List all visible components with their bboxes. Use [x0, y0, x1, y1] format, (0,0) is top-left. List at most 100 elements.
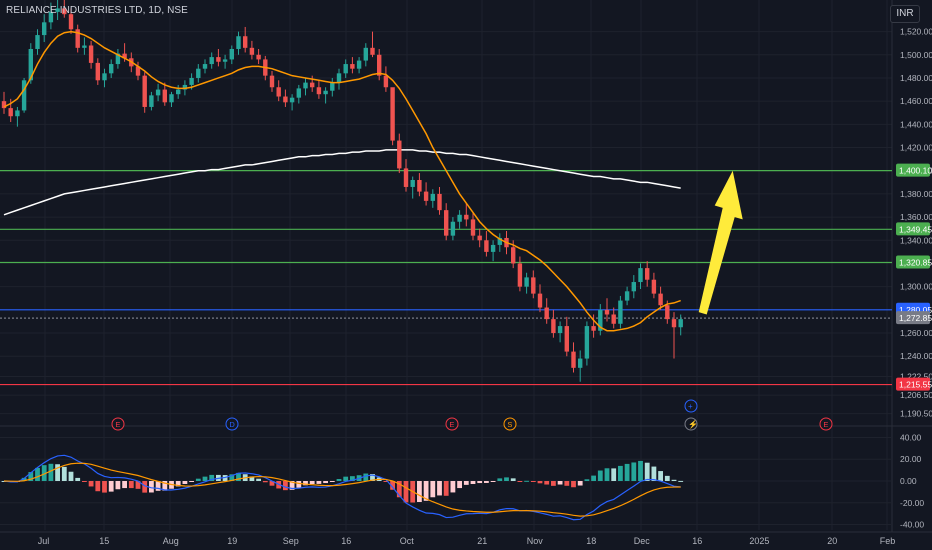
- y-tick-label: 1,460.00: [900, 96, 932, 106]
- event-marker-label: E: [115, 420, 120, 429]
- macd-bar: [296, 481, 302, 488]
- macd-bar: [463, 481, 469, 485]
- x-tick-label: Sep: [283, 536, 299, 546]
- macd-bar: [189, 481, 194, 482]
- macd-bar: [644, 462, 650, 481]
- upcoming-marker: [684, 399, 698, 413]
- candle: [423, 191, 429, 201]
- candle: [236, 36, 241, 49]
- candle: [21, 80, 27, 111]
- macd-bar: [95, 481, 101, 492]
- macd-bar: [128, 481, 134, 489]
- candle: [377, 54, 382, 76]
- macd-bar: [249, 476, 255, 481]
- macd-bar: [323, 481, 328, 484]
- candle: [403, 168, 409, 187]
- macd-bar: [658, 471, 663, 481]
- candle: [75, 29, 80, 48]
- candle: [497, 237, 502, 245]
- candle: [544, 307, 549, 320]
- macd-bar: [537, 481, 543, 484]
- candle: [618, 300, 623, 324]
- candle: [122, 53, 127, 59]
- level-tag-label: 1,280.05: [899, 305, 932, 315]
- macd-bar: [443, 481, 449, 496]
- event-marker-label: E: [823, 420, 828, 429]
- macd-bar: [604, 468, 610, 481]
- candle: [490, 244, 496, 252]
- macd-bar: [182, 481, 188, 484]
- candle: [537, 293, 543, 308]
- candle: [42, 22, 47, 36]
- candle: [229, 48, 234, 60]
- candle: [55, 8, 60, 12]
- candle: [176, 89, 181, 95]
- candle: [464, 214, 469, 220]
- macd-bar: [336, 479, 342, 481]
- candle: [598, 309, 603, 331]
- macd-bar: [564, 481, 570, 486]
- macd-y-tick-label: 20.00: [900, 454, 922, 464]
- candle: [68, 14, 74, 30]
- macd-bar: [477, 481, 483, 484]
- candle: [517, 263, 523, 287]
- x-tick-label: Nov: [527, 536, 544, 546]
- macd-bar: [21, 477, 27, 481]
- upcoming-marker-label: +: [688, 402, 693, 411]
- candle: [162, 89, 167, 103]
- macd-bar: [457, 481, 462, 489]
- y-tick-label: 1,420.00: [900, 143, 932, 153]
- x-tick-label: Jul: [38, 536, 50, 546]
- candle: [189, 77, 194, 85]
- x-tick-label: 16: [692, 536, 702, 546]
- y-tick-label: 1,190.50: [900, 409, 932, 419]
- candle: [484, 240, 489, 252]
- macd-histogram: [1, 460, 684, 503]
- candle: [383, 75, 389, 88]
- event-marker-label: S: [507, 420, 512, 429]
- y-tick-label: 1,480.00: [900, 73, 932, 83]
- macd-bar: [631, 462, 637, 481]
- macd-bar: [303, 481, 308, 486]
- candle: [296, 88, 301, 98]
- level-tag-label: 1,349.45: [899, 224, 932, 234]
- candle: [457, 214, 462, 222]
- x-tick-label: 16: [341, 536, 351, 546]
- macd-bar: [350, 476, 355, 481]
- event-marker: [445, 417, 459, 431]
- candle: [524, 277, 529, 287]
- candle: [269, 75, 275, 88]
- level-tag: [896, 377, 930, 391]
- candle: [551, 319, 556, 334]
- candle: [88, 45, 94, 63]
- candle: [571, 351, 576, 368]
- candle: [450, 221, 456, 236]
- candle: [444, 210, 449, 236]
- candle: [316, 87, 322, 95]
- sma-200-line: [3, 149, 681, 216]
- macd-bar: [390, 481, 395, 490]
- macd-bar: [68, 471, 74, 481]
- macd-bar: [289, 481, 295, 490]
- macd-bar: [437, 481, 442, 496]
- macd-bar: [664, 475, 670, 481]
- macd-bar: [363, 473, 369, 481]
- y-tick-label: 1,206.50: [900, 390, 932, 400]
- currency-button[interactable]: INR: [890, 5, 920, 23]
- x-tick-label: 20: [827, 536, 837, 546]
- macd-bar: [149, 481, 154, 493]
- candle: [310, 82, 315, 88]
- level-tag-label: 1,320.85: [899, 257, 932, 267]
- macd-y-tick-label: -40.00: [900, 520, 924, 530]
- candle: [82, 45, 87, 48]
- level-tag-label: 1,400.10: [899, 166, 932, 176]
- signal-line: [3, 462, 681, 517]
- x-tick-label: Dec: [634, 536, 651, 546]
- candle: [256, 54, 261, 60]
- macd-bar: [423, 481, 429, 501]
- candle: [182, 84, 188, 90]
- candle: [289, 97, 295, 103]
- macd-bar: [497, 478, 503, 481]
- macd-bar: [75, 477, 81, 481]
